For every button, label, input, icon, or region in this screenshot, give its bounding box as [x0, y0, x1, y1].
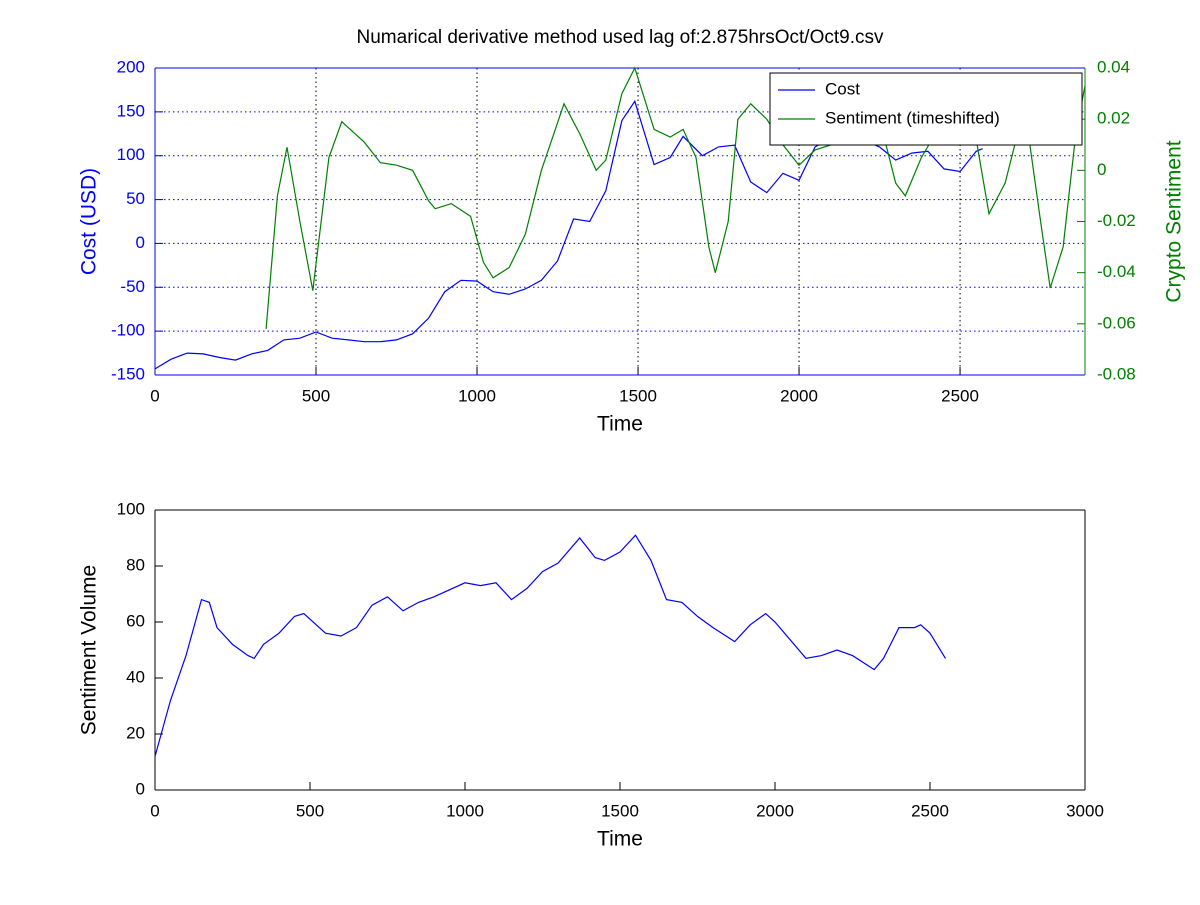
- y-tick-label: 40: [126, 667, 145, 686]
- x-tick-label: 500: [296, 801, 324, 820]
- x-tick-label: 0: [150, 386, 159, 405]
- x-tick-label: 1500: [601, 801, 639, 820]
- y-tick-label: 100: [117, 499, 145, 518]
- x-tick-label: 3000: [1066, 801, 1104, 820]
- y-tick-label: 200: [117, 57, 145, 76]
- x-tick-label: 2000: [780, 386, 818, 405]
- y2-tick-label: -0.06: [1097, 313, 1136, 332]
- x-tick-label: 0: [150, 801, 159, 820]
- x-tick-label: 1000: [446, 801, 484, 820]
- y-tick-label: -100: [111, 321, 145, 340]
- y-tick-label: 150: [117, 101, 145, 120]
- y-axis-label: Sentiment Volume: [78, 565, 101, 735]
- series-line: [154, 534, 947, 757]
- legend-label: Cost: [825, 79, 860, 98]
- y-tick-label: -150: [111, 364, 145, 383]
- y2-tick-label: -0.04: [1097, 262, 1136, 281]
- legend-box: [769, 72, 1083, 146]
- x-tick-label: 2500: [911, 801, 949, 820]
- y-tick-label: 20: [126, 723, 145, 742]
- x-tick-label: 2000: [756, 801, 794, 820]
- y2-tick-label: 0: [1097, 160, 1106, 179]
- y-tick-label: 100: [117, 145, 145, 164]
- y-tick-label: 0: [136, 779, 145, 798]
- y-tick-label: 60: [126, 611, 145, 630]
- y2-tick-label: 0.04: [1097, 57, 1130, 76]
- y2-tick-label: 0.02: [1097, 109, 1130, 128]
- x-tick-label: 500: [302, 386, 330, 405]
- y-tick-label: 80: [126, 555, 145, 574]
- chart-title: Numarical derivative method used lag of:…: [357, 27, 884, 48]
- legend-label: Sentiment (timeshifted): [825, 108, 1000, 127]
- y-tick-label: 50: [126, 189, 145, 208]
- x-tick-label: 1000: [458, 386, 496, 405]
- x-tick-label: 2500: [941, 386, 979, 405]
- y-tick-label: 0: [136, 233, 145, 252]
- y-tick-label: -50: [120, 277, 145, 296]
- x-axis-label: Time: [597, 828, 643, 851]
- y2-axis-label: Crypto Sentiment: [1163, 140, 1186, 302]
- x-axis-label: Time: [597, 413, 643, 436]
- y-axis-label: Cost (USD): [78, 168, 101, 275]
- y2-tick-label: -0.02: [1097, 211, 1136, 230]
- y2-tick-label: -0.08: [1097, 364, 1136, 383]
- x-tick-label: 1500: [619, 386, 657, 405]
